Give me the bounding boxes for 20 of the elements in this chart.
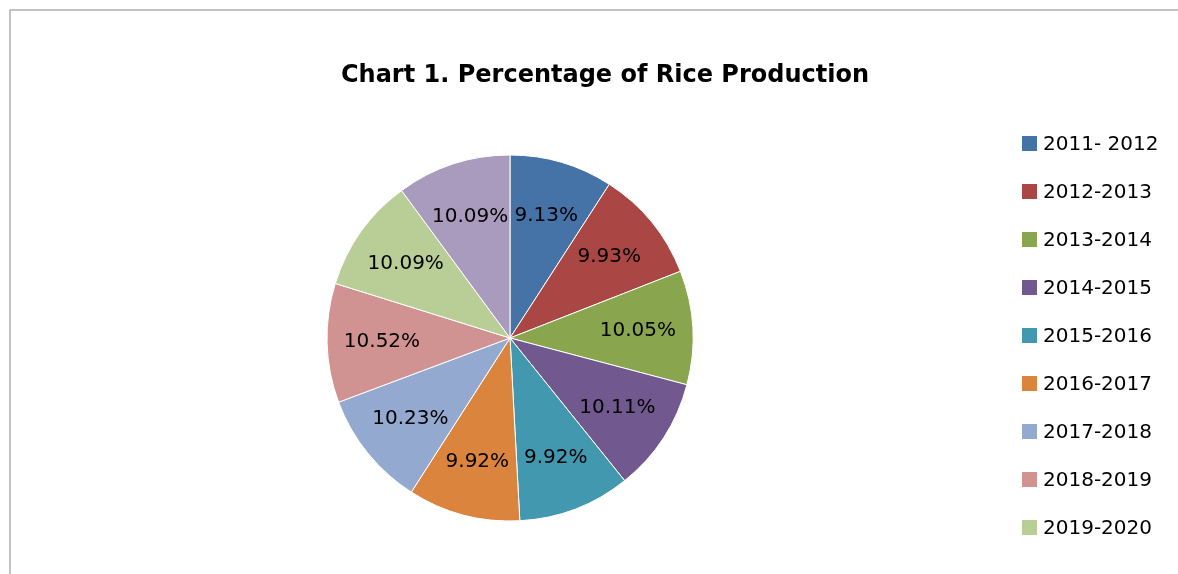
data-label: 10.05% [599, 317, 677, 342]
legend-label: 2018-2019 [1043, 466, 1153, 491]
data-label: 10.11% [579, 394, 656, 419]
chart-title: Chart 1. Percentage of Rice Production [340, 60, 870, 88]
legend-label: 2019-2020 [1043, 514, 1153, 539]
data-label: 9.92% [524, 444, 588, 469]
data-label: 10.23% [372, 405, 449, 430]
data-label: 10.09% [431, 202, 509, 227]
data-label: 10.09% [367, 250, 444, 275]
legend-label: 2011- 2012 [1043, 130, 1159, 155]
data-label: 9.93% [577, 243, 641, 268]
legend-label: 2017-2018 [1043, 418, 1153, 443]
legend-label: 2013-2014 [1043, 226, 1153, 251]
data-label: 9.13% [514, 201, 579, 226]
legend-label: 2012-2013 [1043, 178, 1153, 203]
legend-label: 2016-2017 [1043, 370, 1153, 395]
data-label: 9.92% [445, 448, 510, 473]
legend-label: 2015-2016 [1043, 322, 1153, 347]
legend-label: 2014-2015 [1043, 274, 1153, 299]
data-label: 10.52% [343, 328, 421, 353]
